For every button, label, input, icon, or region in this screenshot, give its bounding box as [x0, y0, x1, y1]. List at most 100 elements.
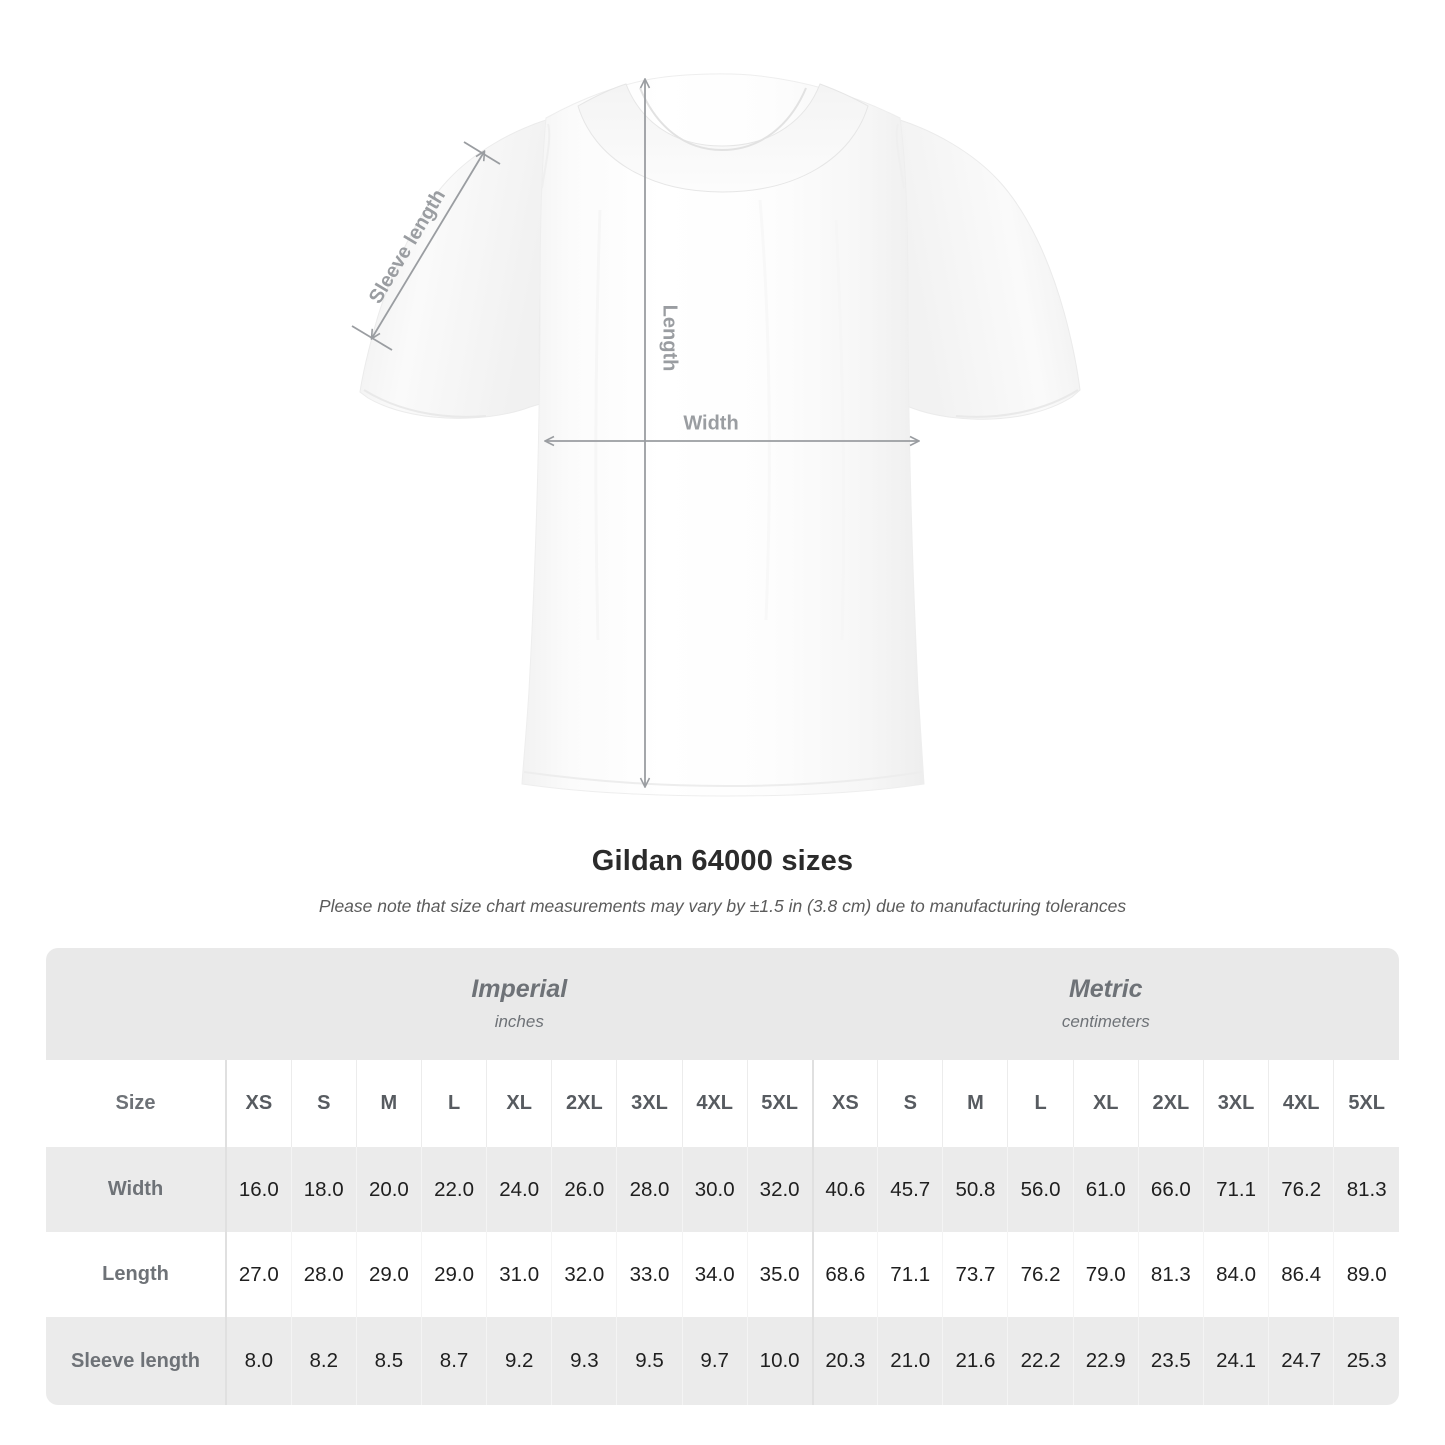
sleeve-length-annotation — [351, 141, 501, 351]
heading-block: Gildan 64000 sizes Please note that size… — [0, 842, 1445, 918]
cell-length-metric-4xl: 86.4 — [1268, 1232, 1334, 1317]
cell-length-metric-xl: 79.0 — [1072, 1232, 1139, 1317]
row-label-sleeve-length: Sleeve length — [46, 1317, 226, 1405]
tshirt-illustration: Sleeve length Length Width — [351, 73, 1081, 797]
left-shoulder-seam — [541, 123, 551, 189]
cell-width-metric-s: 45.7 — [877, 1147, 943, 1232]
size-header-imperial-xs: XS — [224, 1060, 292, 1147]
cell-width-imperial-m: 20.0 — [355, 1147, 422, 1232]
cell-width-imperial-4xl: 30.0 — [681, 1147, 748, 1232]
cell-width-imperial-3xl: 28.0 — [616, 1147, 683, 1232]
table-row: Width 16.0 18.0 20.0 22.0 24.0 26.0 28.0 30.0 32.… — [46, 1147, 1400, 1232]
group-header-spacer — [46, 948, 226, 1060]
cell-sleeve-length-imperial-3xl: 9.5 — [616, 1317, 683, 1405]
cell-sleeve-length-imperial-xl: 9.2 — [486, 1317, 552, 1405]
cell-width-metric-5xl: 81.3 — [1333, 1147, 1400, 1232]
size-header-imperial-2xl: 2XL — [551, 1060, 617, 1147]
table-group-header-row: Imperial inches Metric centimeters — [46, 948, 1400, 1060]
cell-width-metric-l: 56.0 — [1007, 1147, 1074, 1232]
width-label: Width — [683, 412, 738, 434]
collar-outer — [577, 83, 869, 193]
size-header-metric-m: M — [942, 1060, 1008, 1147]
size-header-imperial-xl: XL — [486, 1060, 552, 1147]
cell-sleeve-length-imperial-s: 8.2 — [290, 1317, 357, 1405]
group-name: Imperial — [471, 975, 568, 1003]
group-header-imperial: Imperial inches — [226, 948, 813, 1060]
cell-length-imperial-4xl: 34.0 — [681, 1232, 748, 1317]
cell-width-metric-xs: 40.6 — [811, 1147, 878, 1232]
right-sleeve-hem — [955, 389, 1079, 418]
group-name: Metric — [1068, 975, 1143, 1003]
cell-length-imperial-xl: 31.0 — [486, 1232, 552, 1317]
size-table-wrapper: Imperial inches Metric centimeters Size XS S M L… — [46, 948, 1400, 1405]
cell-width-imperial-xs: 16.0 — [224, 1147, 292, 1232]
cell-sleeve-length-imperial-2xl: 9.3 — [551, 1317, 617, 1405]
cell-sleeve-length-imperial-4xl: 9.7 — [681, 1317, 748, 1405]
table-row: Sleeve length 8.0 8.2 8.5 8.7 9.2 9.3 9.5 9.7 10.… — [46, 1317, 1400, 1405]
cell-sleeve-length-metric-l: 22.2 — [1007, 1317, 1074, 1405]
size-table: Imperial inches Metric centimeters Size XS S M L… — [46, 948, 1400, 1405]
cell-length-metric-5xl: 89.0 — [1333, 1232, 1400, 1317]
cell-sleeve-length-imperial-xs: 8.0 — [224, 1317, 292, 1405]
cell-width-imperial-5xl: 32.0 — [746, 1147, 813, 1232]
cell-sleeve-length-metric-5xl: 25.3 — [1333, 1317, 1400, 1405]
cell-length-imperial-2xl: 32.0 — [551, 1232, 617, 1317]
size-header-imperial-3xl: 3XL — [616, 1060, 683, 1147]
cell-sleeve-length-metric-m: 21.6 — [942, 1317, 1008, 1405]
row-label-length: Length — [46, 1232, 226, 1317]
cell-width-imperial-l: 22.0 — [420, 1147, 487, 1232]
size-header-imperial-s: S — [290, 1060, 357, 1147]
group-unit: inches — [494, 1012, 544, 1031]
cell-length-metric-3xl: 84.0 — [1202, 1232, 1269, 1317]
cell-sleeve-length-metric-xl: 22.9 — [1072, 1317, 1139, 1405]
cell-width-imperial-s: 18.0 — [290, 1147, 357, 1232]
left-sleeve-hem — [363, 389, 487, 418]
cell-sleeve-length-metric-s: 21.0 — [877, 1317, 943, 1405]
size-header-imperial-5xl: 5XL — [746, 1060, 813, 1147]
size-header-imperial-m: M — [355, 1060, 422, 1147]
group-header-metric: Metric centimeters — [812, 948, 1400, 1060]
bottom-hem — [523, 771, 923, 788]
cell-length-imperial-s: 28.0 — [290, 1232, 357, 1317]
cell-width-metric-2xl: 66.0 — [1137, 1147, 1204, 1232]
cell-sleeve-length-metric-4xl: 24.7 — [1268, 1317, 1334, 1405]
fabric-fold-2 — [834, 219, 846, 641]
cell-length-metric-2xl: 81.3 — [1137, 1232, 1204, 1317]
cell-width-imperial-xl: 24.0 — [486, 1147, 552, 1232]
collar-inner-shadow — [639, 87, 807, 152]
size-header-imperial-4xl: 4XL — [681, 1060, 748, 1147]
table-row: Length 27.0 28.0 29.0 29.0 31.0 32.0 33.0 34.0 35… — [46, 1232, 1400, 1317]
size-header-metric-xl: XL — [1072, 1060, 1139, 1147]
size-header-metric-2xl: 2XL — [1137, 1060, 1204, 1147]
table-size-header-row: Size XS S M L XL 2XL 3XL 4XL 5XL XS S M L XL 2XL 3XL 4XL 5… — [46, 1060, 1400, 1147]
row-label-width: Width — [46, 1147, 226, 1232]
cell-width-metric-4xl: 76.2 — [1268, 1147, 1334, 1232]
size-header-metric-3xl: 3XL — [1202, 1060, 1269, 1147]
cell-length-imperial-3xl: 33.0 — [616, 1232, 683, 1317]
cell-length-metric-m: 73.7 — [942, 1232, 1008, 1317]
cell-length-imperial-5xl: 35.0 — [746, 1232, 813, 1317]
size-header-metric-5xl: 5XL — [1333, 1060, 1400, 1147]
cell-length-imperial-xs: 27.0 — [224, 1232, 292, 1317]
right-sleeve — [899, 119, 1081, 420]
size-header-imperial-l: L — [420, 1060, 487, 1147]
cell-width-metric-3xl: 71.1 — [1202, 1147, 1269, 1232]
tshirt-diagram: Sleeve length Length Width — [351, 73, 1081, 797]
cell-width-imperial-2xl: 26.0 — [551, 1147, 617, 1232]
size-header-metric-l: L — [1007, 1060, 1074, 1147]
cell-length-imperial-m: 29.0 — [355, 1232, 422, 1317]
fabric-fold-3 — [758, 199, 771, 621]
measurement-tolerance-note: Please note that size chart measurements… — [318, 896, 1127, 916]
size-header-metric-4xl: 4XL — [1268, 1060, 1334, 1147]
shirt-body-group — [359, 73, 1081, 797]
cell-length-metric-l: 76.2 — [1007, 1232, 1074, 1317]
cell-width-metric-m: 50.8 — [942, 1147, 1008, 1232]
cell-width-metric-xl: 61.0 — [1072, 1147, 1139, 1232]
size-header-metric-s: S — [877, 1060, 943, 1147]
length-label: Length — [659, 305, 681, 372]
fabric-fold-1 — [594, 209, 602, 641]
shirt-torso — [521, 73, 925, 797]
cell-sleeve-length-metric-2xl: 23.5 — [1137, 1317, 1204, 1405]
cell-length-metric-s: 71.1 — [877, 1232, 943, 1317]
